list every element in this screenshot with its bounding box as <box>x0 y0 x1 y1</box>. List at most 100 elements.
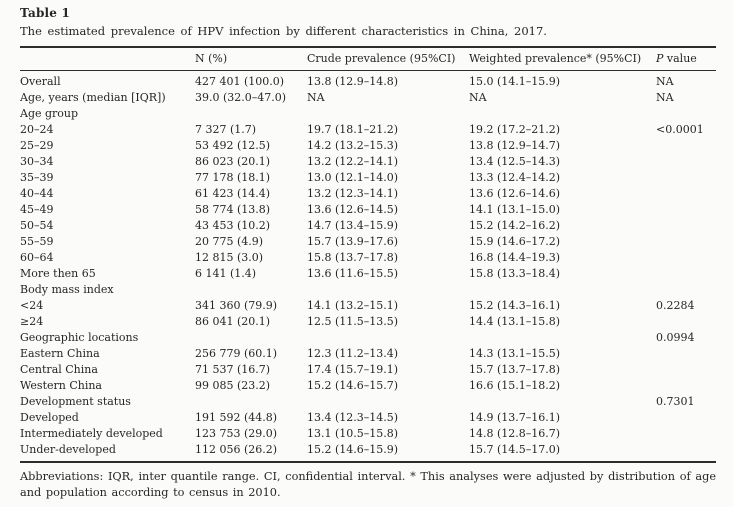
cell-n: 6 141 (1.4) <box>195 267 257 280</box>
table-row: 30–34 86 023 (20.1) 13.2 (12.2–14.1) 13.4 (… <box>20 154 716 170</box>
cell-n: 71 537 (16.7) <box>195 363 271 376</box>
cell-p <box>656 314 716 330</box>
cell-n: 12 815 (3.0) <box>195 251 264 264</box>
cell-n: 427 401 (100.0) <box>195 75 285 88</box>
cell-weighted: 15.2 (14.3–16.1) <box>469 299 561 312</box>
cell-crude: 13.6 (11.6–15.5) <box>307 267 399 280</box>
cell-weighted: NA <box>469 91 487 104</box>
cell-n <box>195 106 307 122</box>
table-row: 25–29 53 492 (12.5) 14.2 (13.2–15.3) 13.8 (… <box>20 138 716 154</box>
cell-weighted: 15.9 (14.6–17.2) <box>469 235 561 248</box>
cell-weighted: 16.8 (14.4–19.3) <box>469 251 561 264</box>
cell-weighted: 14.3 (13.1–15.5) <box>469 347 561 360</box>
cell-p <box>656 170 716 186</box>
prevalence-table: N (%) Crude prevalence (95%CI) Weighted … <box>20 46 716 463</box>
cell-label: Development status <box>20 395 131 408</box>
cell-label: 45–49 <box>20 203 54 216</box>
cell-crude: 13.6 (12.6–14.5) <box>307 203 399 216</box>
cell-weighted <box>469 106 656 122</box>
header-row: N (%) Crude prevalence (95%CI) Weighted … <box>20 47 716 71</box>
cell-n: 20 775 (4.9) <box>195 235 264 248</box>
cell-label: Developed <box>20 411 79 424</box>
table-row: Under-developed 112 056 (26.2) 15.2 (14.6–… <box>20 442 716 462</box>
cell-label: Overall <box>20 75 61 88</box>
cell-p <box>656 218 716 234</box>
cell-crude: 12.3 (11.2–13.4) <box>307 347 399 360</box>
table-row: ≥24 86 041 (20.1) 12.5 (11.5–13.5) 14.4 (13… <box>20 314 716 330</box>
cell-label: Intermediately developed <box>20 427 163 440</box>
table-row: Intermediately developed 123 753 (29.0) 13… <box>20 426 716 442</box>
cell-p <box>656 362 716 378</box>
table-row: 35–39 77 178 (18.1) 13.0 (12.1–14.0) 13.3 (… <box>20 170 716 186</box>
cell-weighted: 14.1 (13.1–15.0) <box>469 203 561 216</box>
cell-label: ≥24 <box>20 315 44 328</box>
cell-p <box>656 186 716 202</box>
table-row: Central China 71 537 (16.7) 17.4 (15.7–19.… <box>20 362 716 378</box>
col-header-crude-prevalence: Crude prevalence (95%CI) <box>307 47 469 71</box>
cell-crude: 13.8 (12.9–14.8) <box>307 75 399 88</box>
cell-p: 0.0994 <box>656 331 695 344</box>
cell-crude: 13.2 (12.2–14.1) <box>307 155 399 168</box>
cell-crude: 15.2 (14.6–15.9) <box>307 443 399 456</box>
table-row: <24 341 360 (79.9) 14.1 (13.2–15.1) 15.2 (1… <box>20 298 716 314</box>
table-row: Body mass index <box>20 282 716 298</box>
table-row: Geographic locations 0.0994 <box>20 330 716 346</box>
cell-n: 256 779 (60.1) <box>195 347 278 360</box>
col-header-weighted-prevalence: Weighted prevalence* (95%CI) <box>469 47 656 71</box>
cell-p <box>656 346 716 362</box>
cell-weighted: 14.4 (13.1–15.8) <box>469 315 561 328</box>
cell-n: 86 023 (20.1) <box>195 155 271 168</box>
cell-n: 61 423 (14.4) <box>195 187 271 200</box>
cell-n: 39.0 (32.0–47.0) <box>195 91 287 104</box>
cell-weighted: 19.2 (17.2–21.2) <box>469 123 561 136</box>
cell-crude <box>307 106 469 122</box>
cell-weighted: 14.9 (13.7–16.1) <box>469 411 561 424</box>
cell-crude: 13.4 (12.3–14.5) <box>307 411 399 424</box>
cell-weighted: 14.8 (12.8–16.7) <box>469 427 561 440</box>
cell-label: 60–64 <box>20 251 54 264</box>
cell-label: Central China <box>20 363 98 376</box>
table-caption: The estimated prevalence of HPV infectio… <box>20 24 547 38</box>
cell-n: 86 041 (20.1) <box>195 315 271 328</box>
table-row: Overall 427 401 (100.0) 13.8 (12.9–14.8) 15… <box>20 71 716 91</box>
cell-label: Body mass index <box>20 283 114 296</box>
cell-crude <box>307 394 469 410</box>
cell-crude: 15.2 (14.6–15.7) <box>307 379 399 392</box>
cell-n: 77 178 (18.1) <box>195 171 271 184</box>
table-row: Western China 99 085 (23.2) 15.2 (14.6–15.… <box>20 378 716 394</box>
cell-weighted: 15.7 (14.5–17.0) <box>469 443 561 456</box>
cell-p <box>656 154 716 170</box>
cell-label: Age, years (median [IQR]) <box>20 91 166 104</box>
cell-crude: 13.2 (12.3–14.1) <box>307 187 399 200</box>
cell-p <box>656 202 716 218</box>
cell-n: 99 085 (23.2) <box>195 379 271 392</box>
cell-weighted: 15.8 (13.3–18.4) <box>469 267 561 280</box>
table-row: Age group <box>20 106 716 122</box>
cell-weighted: 15.2 (14.2–16.2) <box>469 219 561 232</box>
cell-label: Age group <box>20 107 79 120</box>
table-footnote: Abbreviations: IQR, inter quantile range… <box>20 470 716 499</box>
cell-weighted: 13.4 (12.5–14.3) <box>469 155 561 168</box>
cell-p <box>656 266 716 282</box>
cell-label: <24 <box>20 299 44 312</box>
cell-weighted <box>469 330 656 346</box>
table-row: 55–59 20 775 (4.9) 15.7 (13.9–17.6) 15.9 (1… <box>20 234 716 250</box>
cell-weighted <box>469 394 656 410</box>
cell-n <box>195 330 307 346</box>
cell-n: 341 360 (79.9) <box>195 299 278 312</box>
cell-crude: 17.4 (15.7–19.1) <box>307 363 399 376</box>
cell-p <box>656 410 716 426</box>
cell-p <box>656 234 716 250</box>
table-row: 20–24 7 327 (1.7) 19.7 (18.1–21.2) 19.2 (17… <box>20 122 716 138</box>
table-row: 60–64 12 815 (3.0) 15.8 (13.7–17.8) 16.8 (1… <box>20 250 716 266</box>
cell-p <box>656 426 716 442</box>
col-header-characteristic <box>20 47 195 71</box>
table-row: Development status 0.7301 <box>20 394 716 410</box>
cell-crude: 19.7 (18.1–21.2) <box>307 123 399 136</box>
cell-weighted: 13.8 (12.9–14.7) <box>469 139 561 152</box>
cell-n: 123 753 (29.0) <box>195 427 278 440</box>
cell-crude <box>307 330 469 346</box>
cell-crude: 13.1 (10.5–15.8) <box>307 427 399 440</box>
cell-p <box>656 282 716 298</box>
